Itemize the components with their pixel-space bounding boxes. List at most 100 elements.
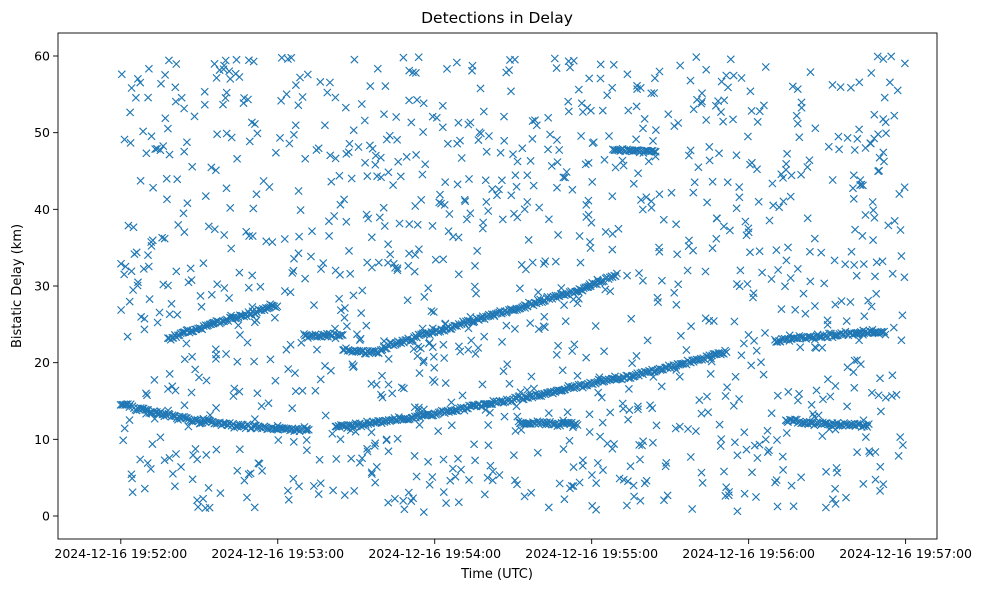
detection-point [758,268,767,277]
detection-point [763,426,772,435]
detection-point [598,466,608,475]
detection-point [133,278,143,287]
detection-point [807,400,816,409]
detection-point [705,142,714,151]
detection-point [325,78,334,87]
detection-point [879,115,888,124]
detection-point [282,90,291,99]
detection-point [875,374,885,383]
detection-point [771,478,780,487]
detection-point [364,214,373,223]
detection-point [853,419,862,429]
detection-point [136,176,145,185]
detection-point [637,441,647,450]
detection-point [563,408,572,417]
detection-point [163,124,172,133]
detection-point [467,336,476,345]
detection-point [488,476,497,485]
detection-point [301,154,310,163]
detection-point [608,192,617,201]
detection-point [624,106,633,115]
detection-point [880,327,889,336]
detection-point [274,435,283,445]
detection-point [250,415,259,424]
detection-point [661,462,670,471]
detection-point [741,217,750,226]
detection-point [818,343,827,352]
detection-point [774,265,783,275]
detection-point [732,204,741,213]
detection-point [793,119,802,128]
detection-point [126,108,135,117]
detection-point [460,195,469,204]
detection-point [826,392,835,401]
detection-point [775,203,784,212]
detection-point [435,190,445,199]
detection-point [683,266,692,275]
detection-point [523,419,532,428]
detection-point [742,445,751,454]
detection-point [721,491,730,500]
detection-point [890,111,899,120]
detection-point [562,167,571,177]
detection-point [810,301,819,311]
detection-point [861,433,870,442]
detection-point [161,70,170,79]
detection-point [695,396,704,405]
detection-point [597,393,606,402]
detection-point [291,121,300,130]
detection-point [298,92,307,102]
detection-point [383,258,393,267]
detection-point [316,479,325,488]
detection-point [568,346,577,356]
detection-point [227,244,236,253]
detection-point [596,277,605,286]
detection-point [414,53,423,62]
detection-point [633,405,643,414]
detection-point [755,440,764,449]
detection-point [358,286,367,295]
detection-point [179,209,188,218]
detection-point [736,266,745,275]
detection-point [836,83,845,92]
detection-point [596,74,605,83]
detection-point [651,126,660,135]
detection-point [307,227,317,236]
detection-point [128,474,137,483]
detection-point [294,249,303,258]
detection-point [577,131,586,141]
detection-point [515,284,524,293]
detection-point [296,206,305,215]
detection-point [294,186,303,196]
detection-point [164,56,173,65]
detection-point [441,178,450,187]
detection-point [846,83,855,92]
detection-point [535,203,544,212]
detection-point [354,142,363,152]
detection-point [485,399,494,408]
detection-point [224,421,233,430]
detection-point [367,428,376,437]
detection-point [461,197,470,206]
detection-point [467,317,476,326]
detection-point [145,295,154,304]
detection-point [843,133,852,142]
detection-point [702,65,711,74]
detection-point [336,200,345,209]
detection-point [271,148,280,157]
detection-point [399,53,408,62]
detection-point [828,80,837,89]
detection-point [325,231,334,240]
x-tick-label-1: 2024-12-16 19:53:00 [211,546,344,561]
detection-point [452,58,461,67]
detection-point [608,83,617,92]
detection-point [337,330,346,339]
detection-point [408,413,417,422]
detection-point [888,269,897,278]
detection-point [120,135,129,144]
detection-point [638,124,648,133]
detection-point [402,415,412,424]
detection-point [554,230,563,239]
detection-point [419,508,428,517]
